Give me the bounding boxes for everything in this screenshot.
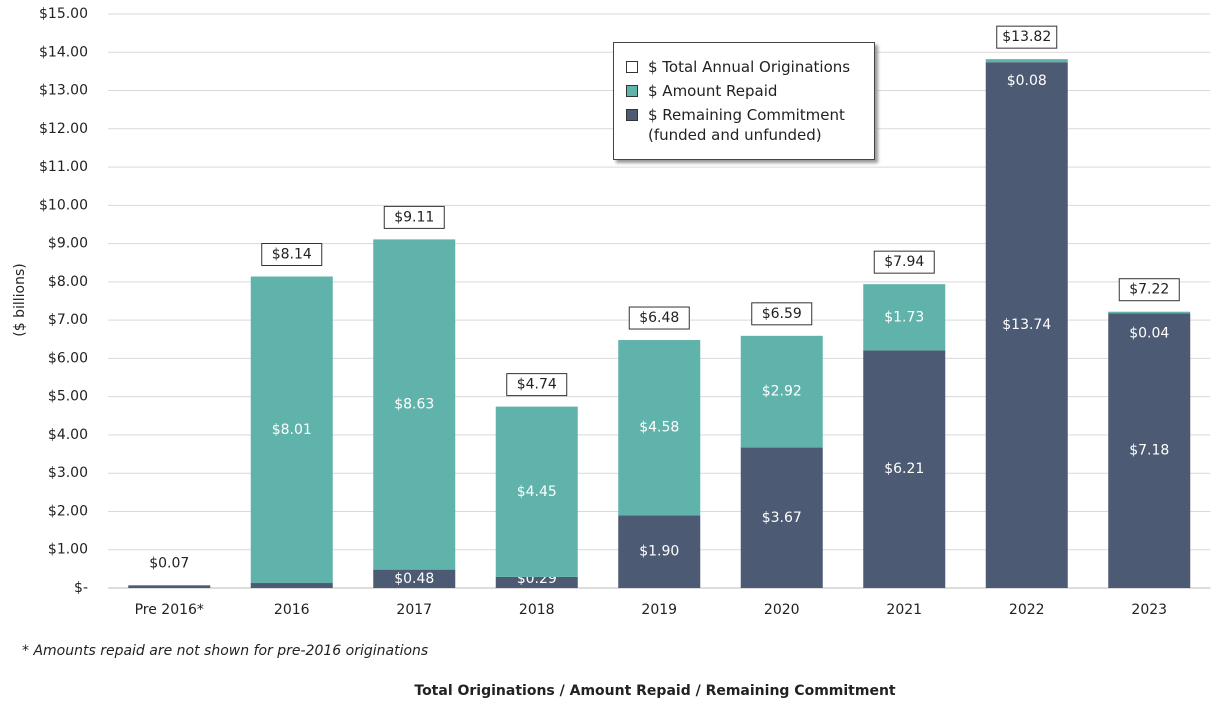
value-label: $0.08 (1007, 73, 1047, 89)
total-label: $4.74 (517, 377, 557, 393)
total-box (751, 302, 813, 326)
legend-item: $ Amount Repaid (626, 81, 866, 101)
footnote: * Amounts repaid are not shown for pre-2… (22, 643, 428, 659)
y-tick-label: $4.00 (48, 427, 88, 443)
total-box (1118, 278, 1180, 302)
bar-segment (250, 276, 333, 584)
x-tick-label: 2020 (764, 602, 800, 618)
total-label: $7.22 (1129, 282, 1169, 298)
y-tick-label: $8.00 (48, 274, 88, 290)
y-tick-label: $10.00 (39, 197, 88, 213)
total-label: $8.14 (272, 247, 312, 263)
value-label: $6.21 (884, 461, 924, 477)
y-tick-label: $- (74, 580, 88, 596)
value-label: $0.04 (1129, 326, 1169, 342)
y-tick-label: $11.00 (39, 159, 88, 175)
x-tick-label: 2016 (274, 602, 310, 618)
x-tick-label: 2022 (1009, 602, 1045, 618)
total-box (506, 373, 568, 397)
value-label: $8.01 (272, 422, 312, 438)
total-label: $7.94 (884, 254, 924, 270)
y-tick-label: $12.00 (39, 121, 88, 137)
total-box (261, 243, 323, 267)
bar-segment (373, 569, 456, 588)
bar-segment (863, 284, 946, 351)
legend: $ Total Annual Originations $ Amount Repa… (613, 42, 875, 160)
legend-label: $ Total Annual Originations (648, 58, 851, 76)
bar-segment (863, 350, 946, 588)
x-tick-label: Pre 2016* (135, 602, 204, 618)
bar-segment (1108, 311, 1191, 314)
value-label: $2.92 (762, 384, 802, 400)
x-tick-label: 2018 (519, 602, 555, 618)
bar-segment (618, 340, 701, 516)
value-label: $7.18 (1129, 443, 1169, 459)
x-tick-label: 2021 (886, 602, 922, 618)
legend-swatch (626, 85, 638, 97)
legend-swatch (626, 61, 638, 73)
y-axis-label: ($ billions) (12, 263, 28, 336)
bar-segment (618, 515, 701, 588)
y-tick-label: $14.00 (39, 44, 88, 60)
y-tick-label: $5.00 (48, 389, 88, 405)
legend-item: $ Total Annual Originations (626, 57, 866, 77)
legend-item: $ Remaining Commitment (funded and unfun… (626, 105, 866, 145)
total-label: $6.48 (639, 310, 679, 326)
y-tick-label: $3.00 (48, 465, 88, 481)
value-label: $8.63 (394, 397, 434, 413)
total-box (383, 205, 445, 229)
y-tick-label: $1.00 (48, 542, 88, 558)
legend-swatch (626, 109, 638, 121)
legend-label: $ Amount Repaid (648, 82, 778, 100)
total-label: $9.11 (394, 209, 434, 225)
total-box (873, 250, 935, 274)
bar-segment (985, 62, 1068, 588)
value-label: $1.73 (884, 309, 924, 325)
x-tick-label: 2017 (396, 602, 432, 618)
total-label: $6.59 (762, 306, 802, 322)
bar-segment (373, 239, 456, 570)
bar-segment (740, 335, 823, 448)
y-tick-label: $15.00 (39, 6, 88, 22)
bar-segment (250, 583, 333, 588)
value-label: $13.74 (1002, 317, 1051, 333)
chart-title: Total Originations / Amount Repaid / Rem… (414, 683, 896, 699)
y-tick-label: $6.00 (48, 350, 88, 366)
bar-segment (985, 59, 1068, 63)
total-box (628, 306, 690, 330)
bar-segment (740, 447, 823, 588)
x-tick-label: 2023 (1131, 602, 1167, 618)
bar-segment (495, 406, 578, 577)
bar-segment (1108, 313, 1191, 588)
x-tick-label: 2019 (641, 602, 677, 618)
y-tick-label: $7.00 (48, 312, 88, 328)
bar-segment (128, 585, 211, 588)
legend-label: $ Remaining Commitment (funded and unfun… (648, 106, 845, 144)
y-tick-label: $9.00 (48, 236, 88, 252)
total-box (996, 25, 1058, 49)
bar-segment (495, 576, 578, 588)
value-label: $0.48 (394, 571, 434, 587)
y-tick-label: $2.00 (48, 503, 88, 519)
y-tick-label: $13.00 (39, 83, 88, 99)
value-label: $3.67 (762, 510, 802, 526)
value-label: $4.58 (639, 420, 679, 436)
total-label: $13.82 (1002, 29, 1051, 45)
value-label: $4.45 (517, 484, 557, 500)
value-label: $1.90 (639, 544, 679, 560)
total-label: $0.07 (149, 555, 189, 571)
